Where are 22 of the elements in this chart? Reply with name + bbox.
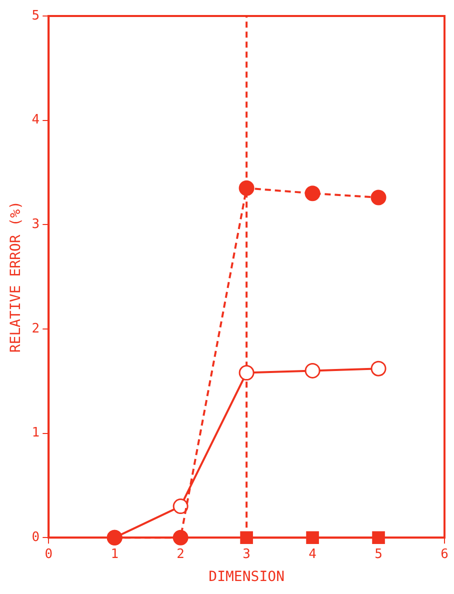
y-tick-label: 2	[32, 321, 40, 336]
point	[238, 365, 254, 381]
x-tick-label: 4	[308, 546, 317, 562]
x-tick-label: 2	[176, 546, 184, 562]
x-axis-title: DIMENSION	[208, 569, 284, 586]
x-tick-label: 1	[110, 546, 119, 562]
y-tick-label: 0	[32, 530, 40, 545]
point	[238, 180, 254, 196]
y-axis-title: RELATIVE ERROR (%)	[8, 200, 24, 353]
x-tick-label: 0	[44, 546, 53, 562]
y-tick-label: 1	[32, 426, 40, 441]
point	[370, 360, 386, 376]
point	[172, 498, 188, 514]
point	[304, 362, 320, 378]
y-tick-label: 4	[32, 112, 40, 128]
x-tick-label: 3	[242, 546, 250, 562]
y-tick-label: 3	[32, 217, 40, 232]
point	[370, 190, 386, 206]
x-tick-label: 5	[374, 546, 382, 562]
point	[304, 186, 320, 202]
y-tick-label: 5	[32, 8, 40, 24]
x-tick-label: 6	[440, 546, 448, 562]
